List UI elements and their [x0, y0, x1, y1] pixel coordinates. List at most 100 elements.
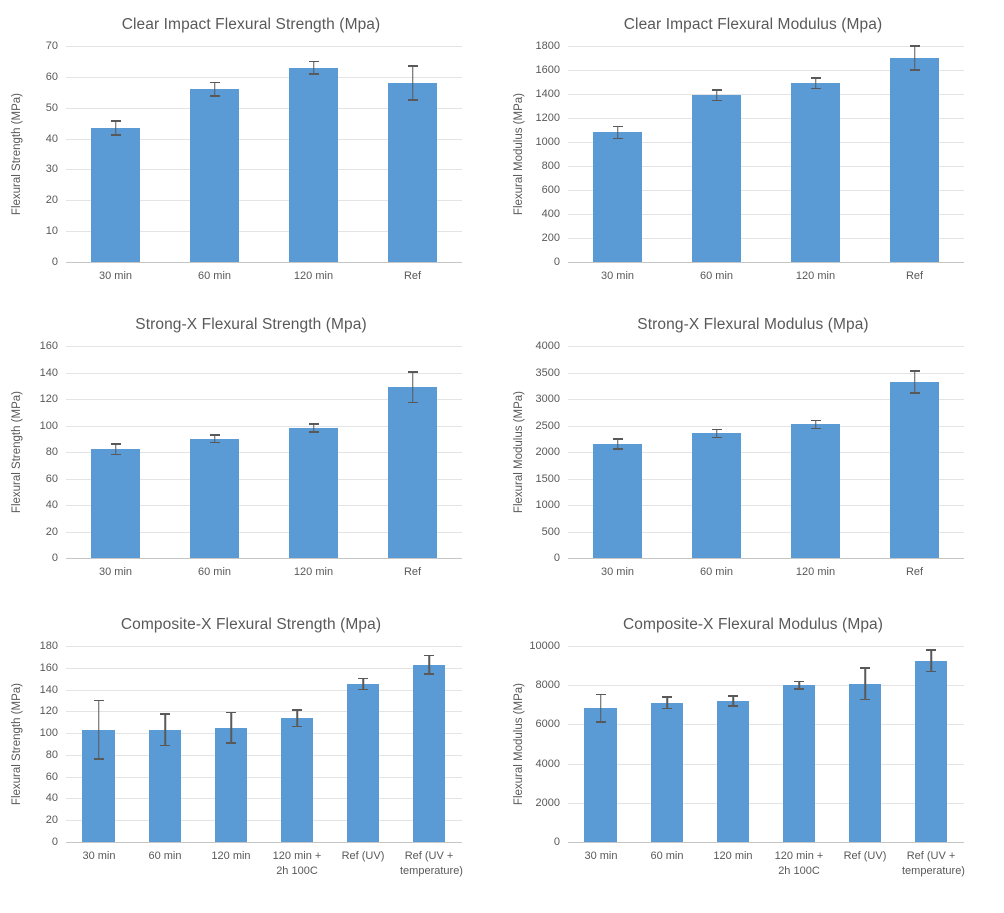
error-bar-cap: [728, 705, 738, 707]
chart-title: Strong-X Flexural Modulus (Mpa): [637, 316, 869, 333]
x-tick-label: Ref (UV): [843, 850, 887, 862]
y-tick-label: 800: [541, 160, 560, 172]
y-axis-label-container: Flexural Strength (MPa): [6, 46, 28, 262]
chart-body: Flexural Modulus (MPa) 0 200 400 600 800 1000…: [502, 40, 1004, 300]
gridline: [568, 94, 964, 95]
gridline: [568, 190, 964, 191]
gridline: [66, 138, 462, 140]
error-bar-cap: [612, 125, 623, 128]
y-axis-label-container: Flexural Strength (MPa): [6, 346, 28, 558]
error-bar: [715, 429, 718, 438]
error-bar-cap: [292, 709, 302, 711]
error-bar: [913, 46, 916, 70]
plot-column: 30 min 60 min 120 min Ref: [568, 45, 964, 300]
gridline: [568, 399, 964, 400]
gridline: [568, 262, 964, 263]
y-tick-label: 0: [553, 836, 560, 848]
y-tick-label: 1200: [535, 112, 560, 124]
x-tick-label: Ref (UV + temperature): [902, 850, 965, 877]
gridline: [66, 425, 462, 427]
y-tick-label: 8000: [535, 679, 560, 692]
gridline: [568, 505, 964, 506]
error-bar-cap: [209, 441, 220, 444]
error-bar: [164, 714, 166, 746]
y-tick-label: 20: [45, 814, 58, 827]
x-tick-label: Ref: [403, 566, 422, 578]
y-tick-label: 0: [553, 552, 560, 564]
bar: [592, 444, 643, 558]
chart-composite-x-flexural-strength: Composite-X Flexural Strength (Mpa) Flex…: [0, 600, 502, 913]
gridline: [66, 646, 462, 647]
bar: [889, 58, 940, 262]
error-bar: [230, 712, 232, 743]
bar: [691, 433, 742, 558]
bar: [148, 729, 182, 842]
error-bar-cap: [662, 696, 672, 698]
error-bar-cap: [926, 670, 936, 673]
gridline: [66, 531, 462, 533]
y-tick-label: 160: [39, 340, 58, 352]
y-tick-label: 4000: [535, 340, 560, 352]
bar: [387, 387, 438, 558]
error-bar-cap: [860, 698, 870, 701]
error-bar-cap: [160, 744, 170, 747]
x-tick-label: 120 min + 2h 100C: [272, 850, 322, 877]
error-bar-cap: [810, 419, 821, 422]
x-tick-label: Ref (UV + temperature): [400, 850, 463, 877]
y-tick-label: 400: [541, 208, 560, 220]
gridline: [568, 46, 964, 47]
bar: [387, 83, 438, 262]
gridline: [66, 76, 462, 78]
y-tick-label: 120: [39, 393, 58, 405]
x-axis-labels: 30 min 60 min 120 min Ref: [568, 269, 964, 300]
x-tick-label: 60 min: [148, 850, 182, 862]
plot-column: 30 min 60 min 120 min Ref: [568, 346, 964, 600]
gridline: [66, 798, 462, 800]
gridline: [66, 776, 462, 778]
error-bar: [411, 66, 414, 100]
y-tick-label: 500: [541, 525, 560, 538]
error-bar: [312, 61, 315, 74]
chart-body: Flexural Strength (MPa) 0 20 40 60 80 100 120 1…: [0, 340, 502, 600]
y-tick-label: 60: [45, 472, 58, 485]
bar: [716, 700, 750, 842]
gridline: [568, 763, 964, 765]
gridline: [66, 231, 462, 233]
x-tick-label: 60 min: [699, 270, 734, 282]
y-tick-label: 50: [45, 101, 58, 114]
error-bar-cap: [110, 134, 121, 136]
y-tick-label: 1000: [535, 499, 560, 511]
x-tick-label: 30 min: [98, 566, 133, 578]
x-tick-label: Ref: [403, 270, 422, 282]
error-bar-cap: [110, 443, 121, 445]
gridline: [568, 646, 964, 647]
error-bar-cap: [226, 711, 236, 714]
y-axis-label-container: Flexural Modulus (MPa): [508, 346, 530, 558]
y-tick-label: 100: [39, 727, 58, 740]
x-tick-label: 30 min: [82, 850, 116, 862]
x-axis-labels: 30 min 60 min 120 min Ref: [66, 269, 462, 300]
error-bar: [930, 649, 932, 672]
y-tick-label: 20: [45, 194, 58, 207]
y-tick-label: 40: [45, 792, 58, 805]
y-axis-label: Flexural Strength (MPa): [11, 390, 23, 514]
y-axis-label: Flexural Strength (MPa): [11, 682, 23, 806]
gridline: [568, 70, 964, 71]
bar: [914, 660, 948, 842]
gridline: [66, 505, 462, 506]
y-tick-label: 10: [45, 225, 58, 238]
bar: [288, 67, 339, 262]
gridline: [66, 842, 462, 843]
gridline: [66, 372, 462, 374]
bar: [889, 382, 940, 558]
error-bar: [814, 77, 817, 89]
chart-title: Clear Impact Flexural Strength (Mpa): [121, 16, 381, 33]
error-bar-cap: [308, 423, 319, 425]
y-axis-ticks: 0 10 20 30 40 50 60 70: [28, 40, 66, 268]
error-bar-cap: [595, 693, 606, 696]
chart-composite-x-flexural-modulus: Composite-X Flexural Modulus (Mpa) Flexu…: [502, 600, 1004, 913]
x-tick-label: 120 min + 2h 100C: [774, 850, 824, 877]
y-tick-label: 140: [39, 683, 58, 696]
gridline: [568, 802, 964, 804]
error-bar: [114, 444, 117, 455]
